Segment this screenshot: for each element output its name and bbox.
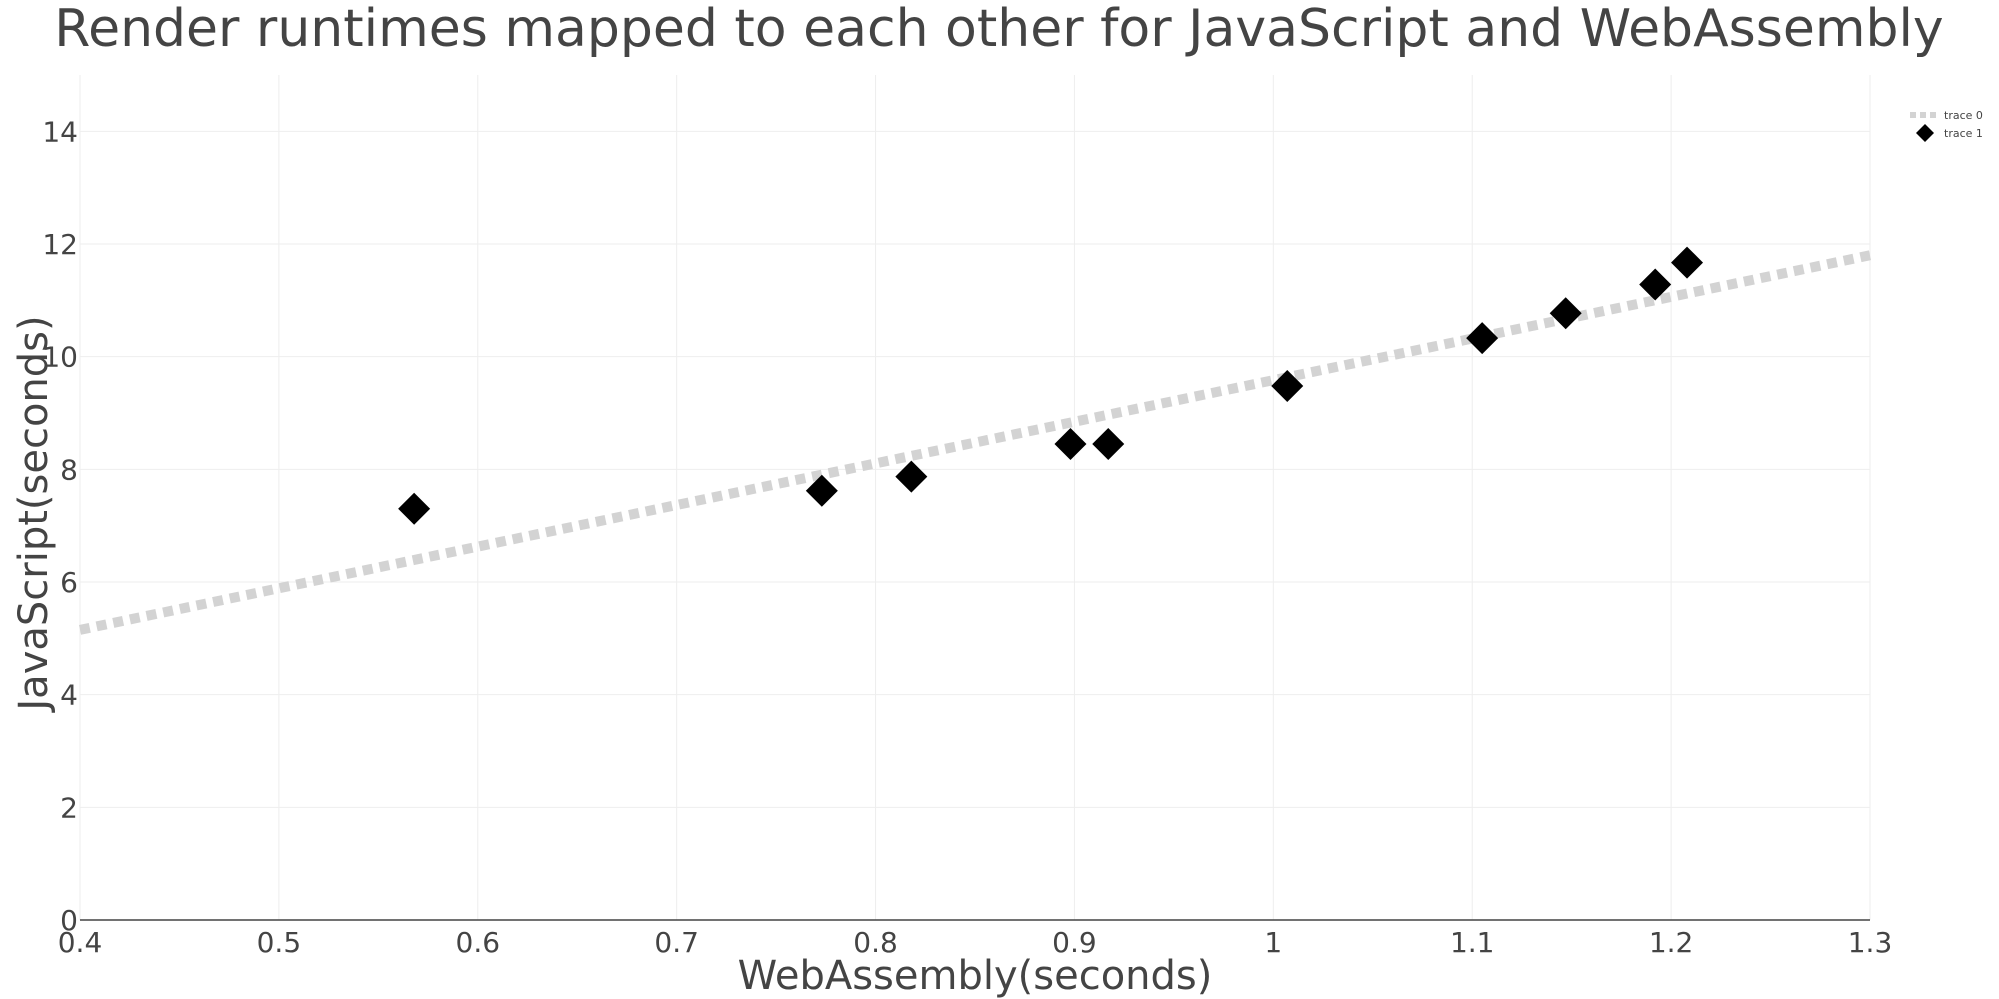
x-tick-label: 0.8 xyxy=(853,926,898,959)
y-tick-label: 10 xyxy=(42,341,78,374)
y-tick-label: 2 xyxy=(60,791,78,824)
data-point[interactable] xyxy=(1466,322,1499,355)
tick-labels: 0.4 0.5 0.6 0.7 0.8 0.9 1 1.1 1.2 1.3 0 2 4 6 8 10 12 14 xyxy=(42,115,1892,959)
x-tick-label: 1.2 xyxy=(1649,926,1694,959)
x-tick-label: 0.4 xyxy=(58,926,103,959)
chart-title: Render runtimes mapped to each other for… xyxy=(54,0,1943,59)
legend-item-trace-0[interactable]: trace 0 xyxy=(1910,109,1983,122)
y-tick-label: 0 xyxy=(60,904,78,937)
data-point[interactable] xyxy=(1271,369,1304,402)
y-tick-label: 8 xyxy=(60,453,78,486)
y-tick-label: 6 xyxy=(60,566,78,599)
x-tick-label: 0.7 xyxy=(654,926,699,959)
data-point[interactable] xyxy=(895,460,928,493)
legend-item-trace-1[interactable]: trace 1 xyxy=(1916,124,1983,142)
legend[interactable]: trace 0 trace 1 xyxy=(1910,109,1983,142)
x-tick-label: 0.5 xyxy=(257,926,302,959)
plot-area: 0.4 0.5 0.6 0.7 0.8 0.9 1 1.1 1.2 1.3 0 2 4 6 8 10 12 14 xyxy=(42,75,1892,959)
x-tick-label: 0.6 xyxy=(456,926,501,959)
grid-lines xyxy=(79,75,1871,920)
legend-label-trace-0: trace 0 xyxy=(1944,109,1983,122)
y-axis-title: JavaScript(seconds) xyxy=(11,315,57,713)
data-point[interactable] xyxy=(1639,268,1672,301)
x-tick-label: 0.9 xyxy=(1052,926,1097,959)
y-tick-label: 12 xyxy=(42,228,78,261)
data-point[interactable] xyxy=(1671,246,1704,279)
data-point[interactable] xyxy=(1092,427,1125,460)
legend-label-trace-1: trace 1 xyxy=(1944,127,1983,140)
y-tick-label: 14 xyxy=(42,115,78,148)
x-tick-label: 1 xyxy=(1264,926,1282,959)
series-layer xyxy=(78,246,1872,635)
data-point[interactable] xyxy=(398,492,431,525)
data-point[interactable] xyxy=(1549,297,1582,330)
data-point[interactable] xyxy=(805,474,838,507)
data-point[interactable] xyxy=(1054,427,1087,460)
trend-line-trace-0 xyxy=(78,250,1872,635)
y-tick-label: 4 xyxy=(60,679,78,712)
x-axis-title: WebAssembly(seconds) xyxy=(738,953,1213,999)
legend-swatch-trace-1 xyxy=(1916,124,1934,142)
x-tick-label: 1.1 xyxy=(1450,926,1495,959)
x-tick-label: 1.3 xyxy=(1848,926,1893,959)
